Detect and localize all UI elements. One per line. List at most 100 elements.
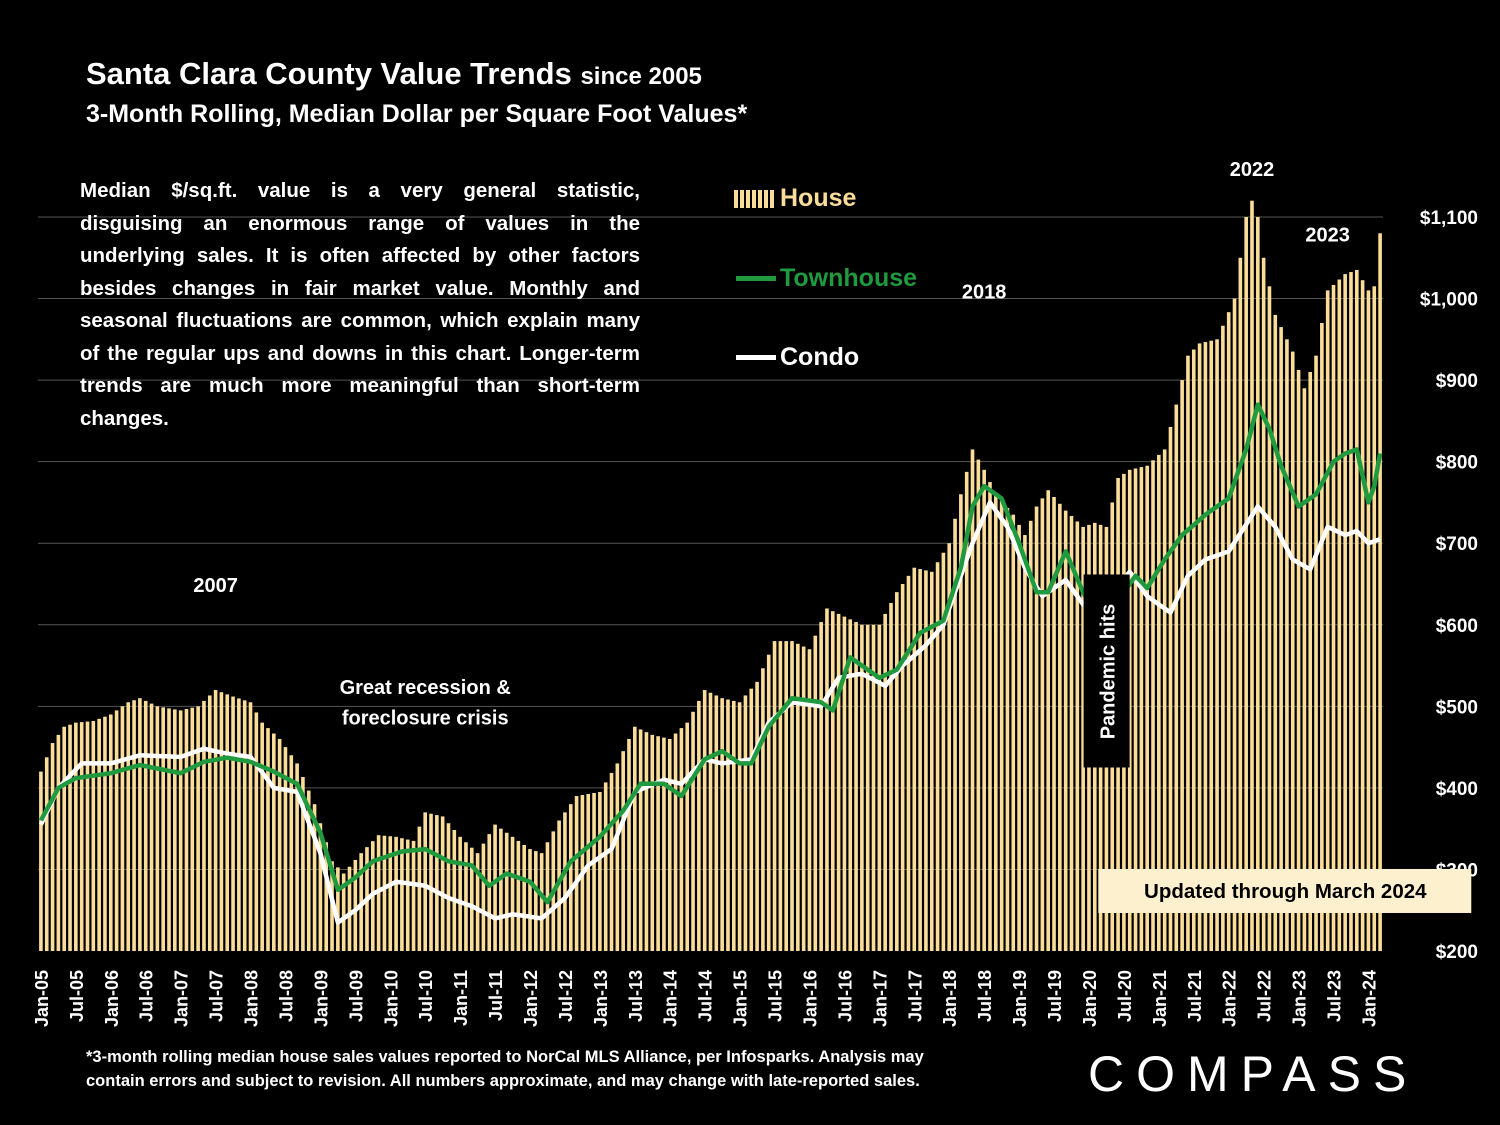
x-tick-label: Jan-14 [661,970,681,1027]
house-bar [1168,427,1173,951]
house-bar [731,700,736,951]
house-bar [97,718,101,951]
house-bar [941,552,946,951]
x-axis: Jan-05 Jul-05 Jan-06 Jul-06 Jan-07 Jul-07 Jan-… [32,970,1380,1027]
house-bar [545,842,550,951]
house-bar [493,824,497,951]
house-bar [1209,340,1214,951]
house-bar [877,624,882,951]
house-bar [964,471,969,951]
x-tick-label: Jan-08 [242,970,262,1027]
house-bar [394,836,398,951]
house-bar [138,698,142,951]
house-bar [807,649,812,951]
house-bar [435,815,439,951]
house-bar [213,690,218,951]
pandemic-box [1083,574,1130,768]
y-tick-label: $600 [1436,616,1478,637]
house-bar [388,836,393,951]
annotations: 2007 2018 2022 2023 Great recession & foreclo… [193,159,1472,913]
x-tick-label: Jul-21 [1185,970,1205,1022]
house-bar [621,751,625,951]
house-bar [627,738,631,951]
updated-label: Updated through March 2024 [1144,880,1427,903]
house-bar [889,603,893,951]
house-bar [644,732,649,951]
house-bar [1226,312,1231,951]
house-bar [237,698,241,951]
house-bar [248,702,253,951]
house-bar [563,812,567,951]
house-bar [598,791,602,951]
house-bar [929,571,934,951]
house-bar [761,668,765,951]
x-tick-label: Jul-17 [905,970,925,1022]
annotation-label: 2007 [193,575,238,597]
house-bar [691,711,695,951]
house-bar [697,700,701,951]
house-bar [1069,516,1074,951]
y-tick-label: $700 [1436,534,1478,555]
house-bar [953,518,957,951]
house-bar [743,695,748,951]
house-bar [1279,327,1283,952]
house-bar [1040,498,1045,951]
house-bar [56,734,61,951]
house-bar [178,710,183,951]
house-bar [132,700,136,951]
annotation-label: Great recession & [340,677,511,699]
y-tick-label: $900 [1436,371,1478,392]
house-bar [673,733,678,951]
legend-condo: Condo [736,343,859,372]
house-bar [720,698,724,951]
x-tick-label: Jan-17 [870,970,890,1027]
house-bar [1349,272,1353,951]
house-bar [510,836,515,951]
legend-house: House [734,184,856,213]
house-bar [440,816,445,951]
house-bar [272,733,276,951]
annotation-label: 2023 [1305,224,1350,246]
x-tick-label: Jul-22 [1255,970,1275,1022]
chart-subtitle: 3-Month Rolling, Median Dollar per Squar… [86,100,748,128]
house-bar [231,696,235,951]
house-bar [242,700,247,951]
house-bar [813,635,818,951]
house-bar [266,728,270,951]
x-tick-label: Jul-10 [416,970,436,1022]
x-tick-label: Jul-08 [276,970,296,1022]
x-tick-label: Jul-07 [207,970,227,1022]
x-tick-label: Jan-21 [1150,970,1170,1027]
x-tick-label: Jul-12 [556,970,576,1022]
house-bar [190,707,195,951]
house-bar [382,835,387,951]
x-tick-label: Jul-20 [1115,970,1135,1022]
compass-logo: COMPASS [1088,1046,1419,1102]
house-bar [277,738,282,951]
annotation-label: 2022 [1230,159,1275,181]
house-bar [1314,355,1318,952]
house-bar [854,622,858,951]
house-bar [656,736,660,951]
house-bar [737,702,742,951]
house-bar [1046,490,1051,951]
house-bar [1028,520,1033,951]
house-bar [568,804,573,951]
house-bar [1052,497,1056,951]
house-bar [446,823,451,951]
house-bar [1180,380,1184,952]
house-bar [225,694,230,951]
house-bar [883,613,887,951]
x-tick-label: Jan-07 [172,970,192,1027]
house-bar [74,722,78,951]
house-bar [1191,349,1196,951]
house-bar [62,726,67,951]
house-bar [499,828,503,951]
house-bar [120,706,125,951]
house-bar [504,832,509,951]
x-tick-label: Jan-09 [311,970,331,1027]
house-bar [603,782,608,951]
house-bar [1215,339,1219,951]
x-tick-label: Jan-16 [800,970,820,1027]
